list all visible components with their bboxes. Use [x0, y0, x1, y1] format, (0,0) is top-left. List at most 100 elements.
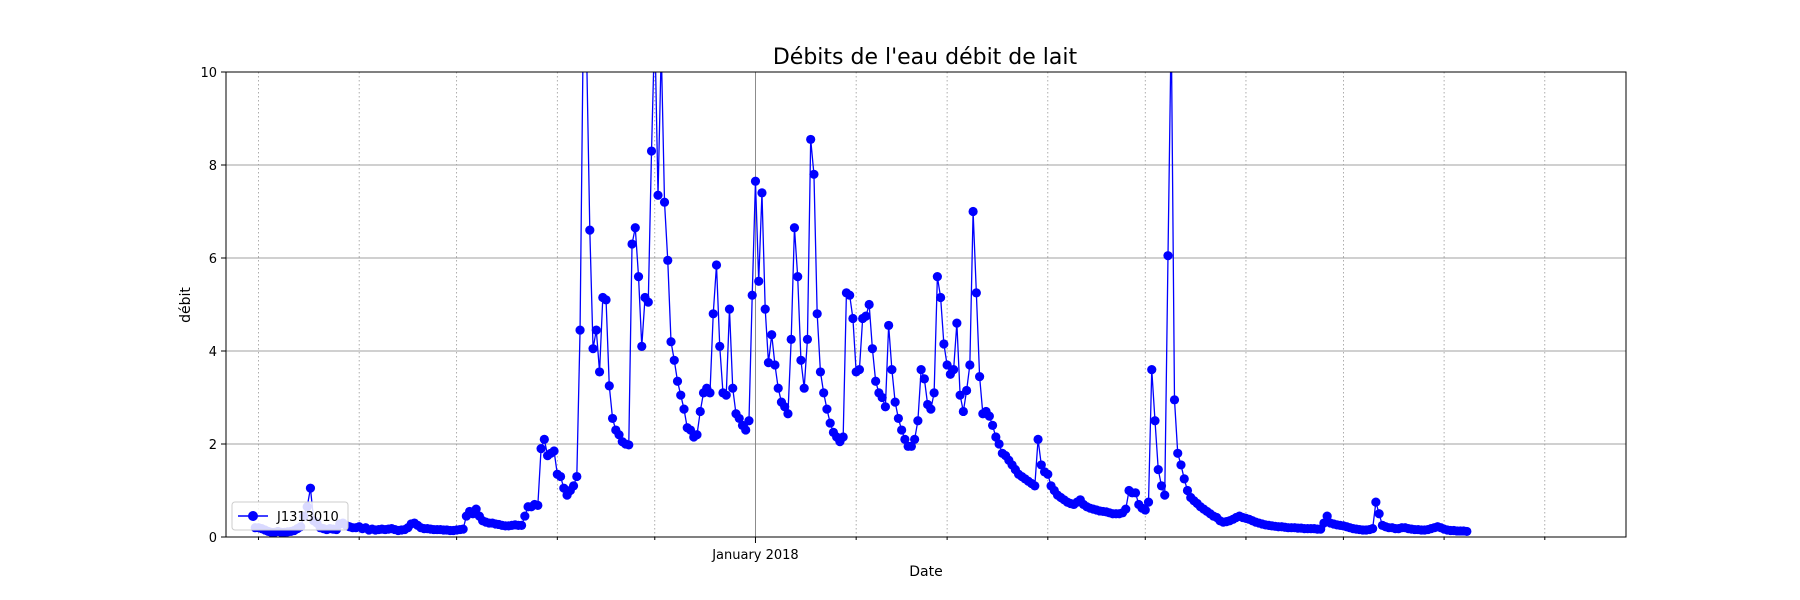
data-point: [669, 355, 679, 365]
data-point: [604, 381, 614, 391]
data-point: [653, 190, 663, 200]
data-point: [919, 374, 929, 384]
data-point: [624, 440, 634, 450]
data-point: [760, 304, 770, 314]
grid-lines: [226, 72, 1626, 537]
data-point: [643, 297, 653, 307]
data-point: [890, 397, 900, 407]
data-point: [819, 388, 829, 398]
data-point: [711, 260, 722, 270]
data-point: [676, 390, 686, 400]
data-point: [458, 524, 468, 534]
data-point: [1140, 505, 1150, 515]
data-point: [854, 365, 865, 375]
data-point: [991, 432, 1001, 442]
data-point: [1176, 460, 1186, 470]
data-point: [591, 325, 601, 335]
data-point: [747, 290, 757, 300]
data-point: [987, 420, 998, 430]
data-point: [750, 176, 761, 186]
series-line: [255, 72, 1467, 533]
data-point: [897, 425, 907, 435]
data-point: [780, 402, 790, 412]
data-point: [822, 404, 832, 414]
data-point: [734, 413, 744, 424]
data-point: [549, 446, 559, 456]
data-point: [825, 418, 835, 428]
series-layer: [250, 21, 1472, 537]
data-point: [838, 432, 848, 442]
legend: J1313010: [231, 501, 349, 531]
data-point: [705, 388, 715, 398]
data-point: [663, 255, 673, 265]
data-point: [741, 425, 751, 435]
data-point: [1368, 524, 1378, 534]
data-point: [1173, 448, 1183, 458]
data-point: [802, 334, 813, 344]
legend-entry: J1313010: [276, 510, 339, 525]
data-point: [796, 355, 806, 365]
data-point: [877, 392, 887, 403]
data-point: [601, 295, 611, 305]
data-point: [633, 272, 644, 282]
data-point: [536, 444, 546, 454]
data-point: [861, 311, 871, 321]
data-point: [715, 341, 725, 351]
data-point: [1030, 481, 1040, 491]
y-tick-label: 4: [209, 345, 217, 360]
data-point: [942, 360, 952, 370]
data-point: [910, 434, 920, 444]
data-point: [594, 367, 605, 377]
data-point: [906, 441, 916, 451]
data-point: [926, 404, 936, 414]
data-point: [1043, 469, 1053, 479]
data-point: [650, 21, 659, 30]
data-point: [1143, 497, 1154, 507]
legend-box: [231, 501, 349, 531]
data-point: [533, 500, 543, 510]
data-point: [1179, 474, 1189, 484]
data-point: [786, 334, 796, 344]
y-tick-label: 10: [200, 66, 217, 81]
data-point: [815, 367, 826, 377]
data-point: [1374, 509, 1384, 519]
data-point: [754, 276, 764, 286]
data-point: [1121, 504, 1131, 514]
data-point: [900, 434, 910, 444]
data-point: [767, 330, 777, 340]
data-point: [971, 288, 981, 298]
data-point: [962, 385, 972, 396]
data-point: [936, 292, 946, 303]
x-axis-ticks: January 2018: [257, 537, 1546, 563]
data-point: [793, 272, 803, 282]
data-point: [614, 430, 624, 440]
data-point: [579, 21, 588, 30]
data-point: [520, 511, 530, 521]
data-point: [539, 434, 549, 444]
y-axis-label: débit: [178, 287, 194, 323]
data-point: [572, 471, 582, 482]
data-point: [588, 344, 598, 354]
data-point: [939, 339, 949, 349]
data-point: [657, 44, 666, 53]
y-tick-label: 2: [209, 438, 217, 453]
data-point: [949, 365, 959, 375]
data-point: [864, 299, 874, 310]
data-point: [568, 481, 579, 491]
data-point: [1322, 511, 1332, 521]
y-tick-label: 8: [209, 159, 217, 174]
data-point: [585, 225, 595, 235]
data-point: [575, 325, 585, 335]
data-point: [757, 188, 767, 198]
data-point: [1156, 481, 1167, 491]
data-point: [659, 197, 670, 207]
data-point: [867, 344, 878, 354]
data-point: [695, 406, 705, 417]
data-point: [630, 223, 640, 233]
data-point: [809, 169, 819, 179]
data-point: [932, 272, 942, 282]
data-point: [744, 416, 754, 426]
data-point: [789, 223, 800, 233]
data-point: [1160, 490, 1170, 500]
